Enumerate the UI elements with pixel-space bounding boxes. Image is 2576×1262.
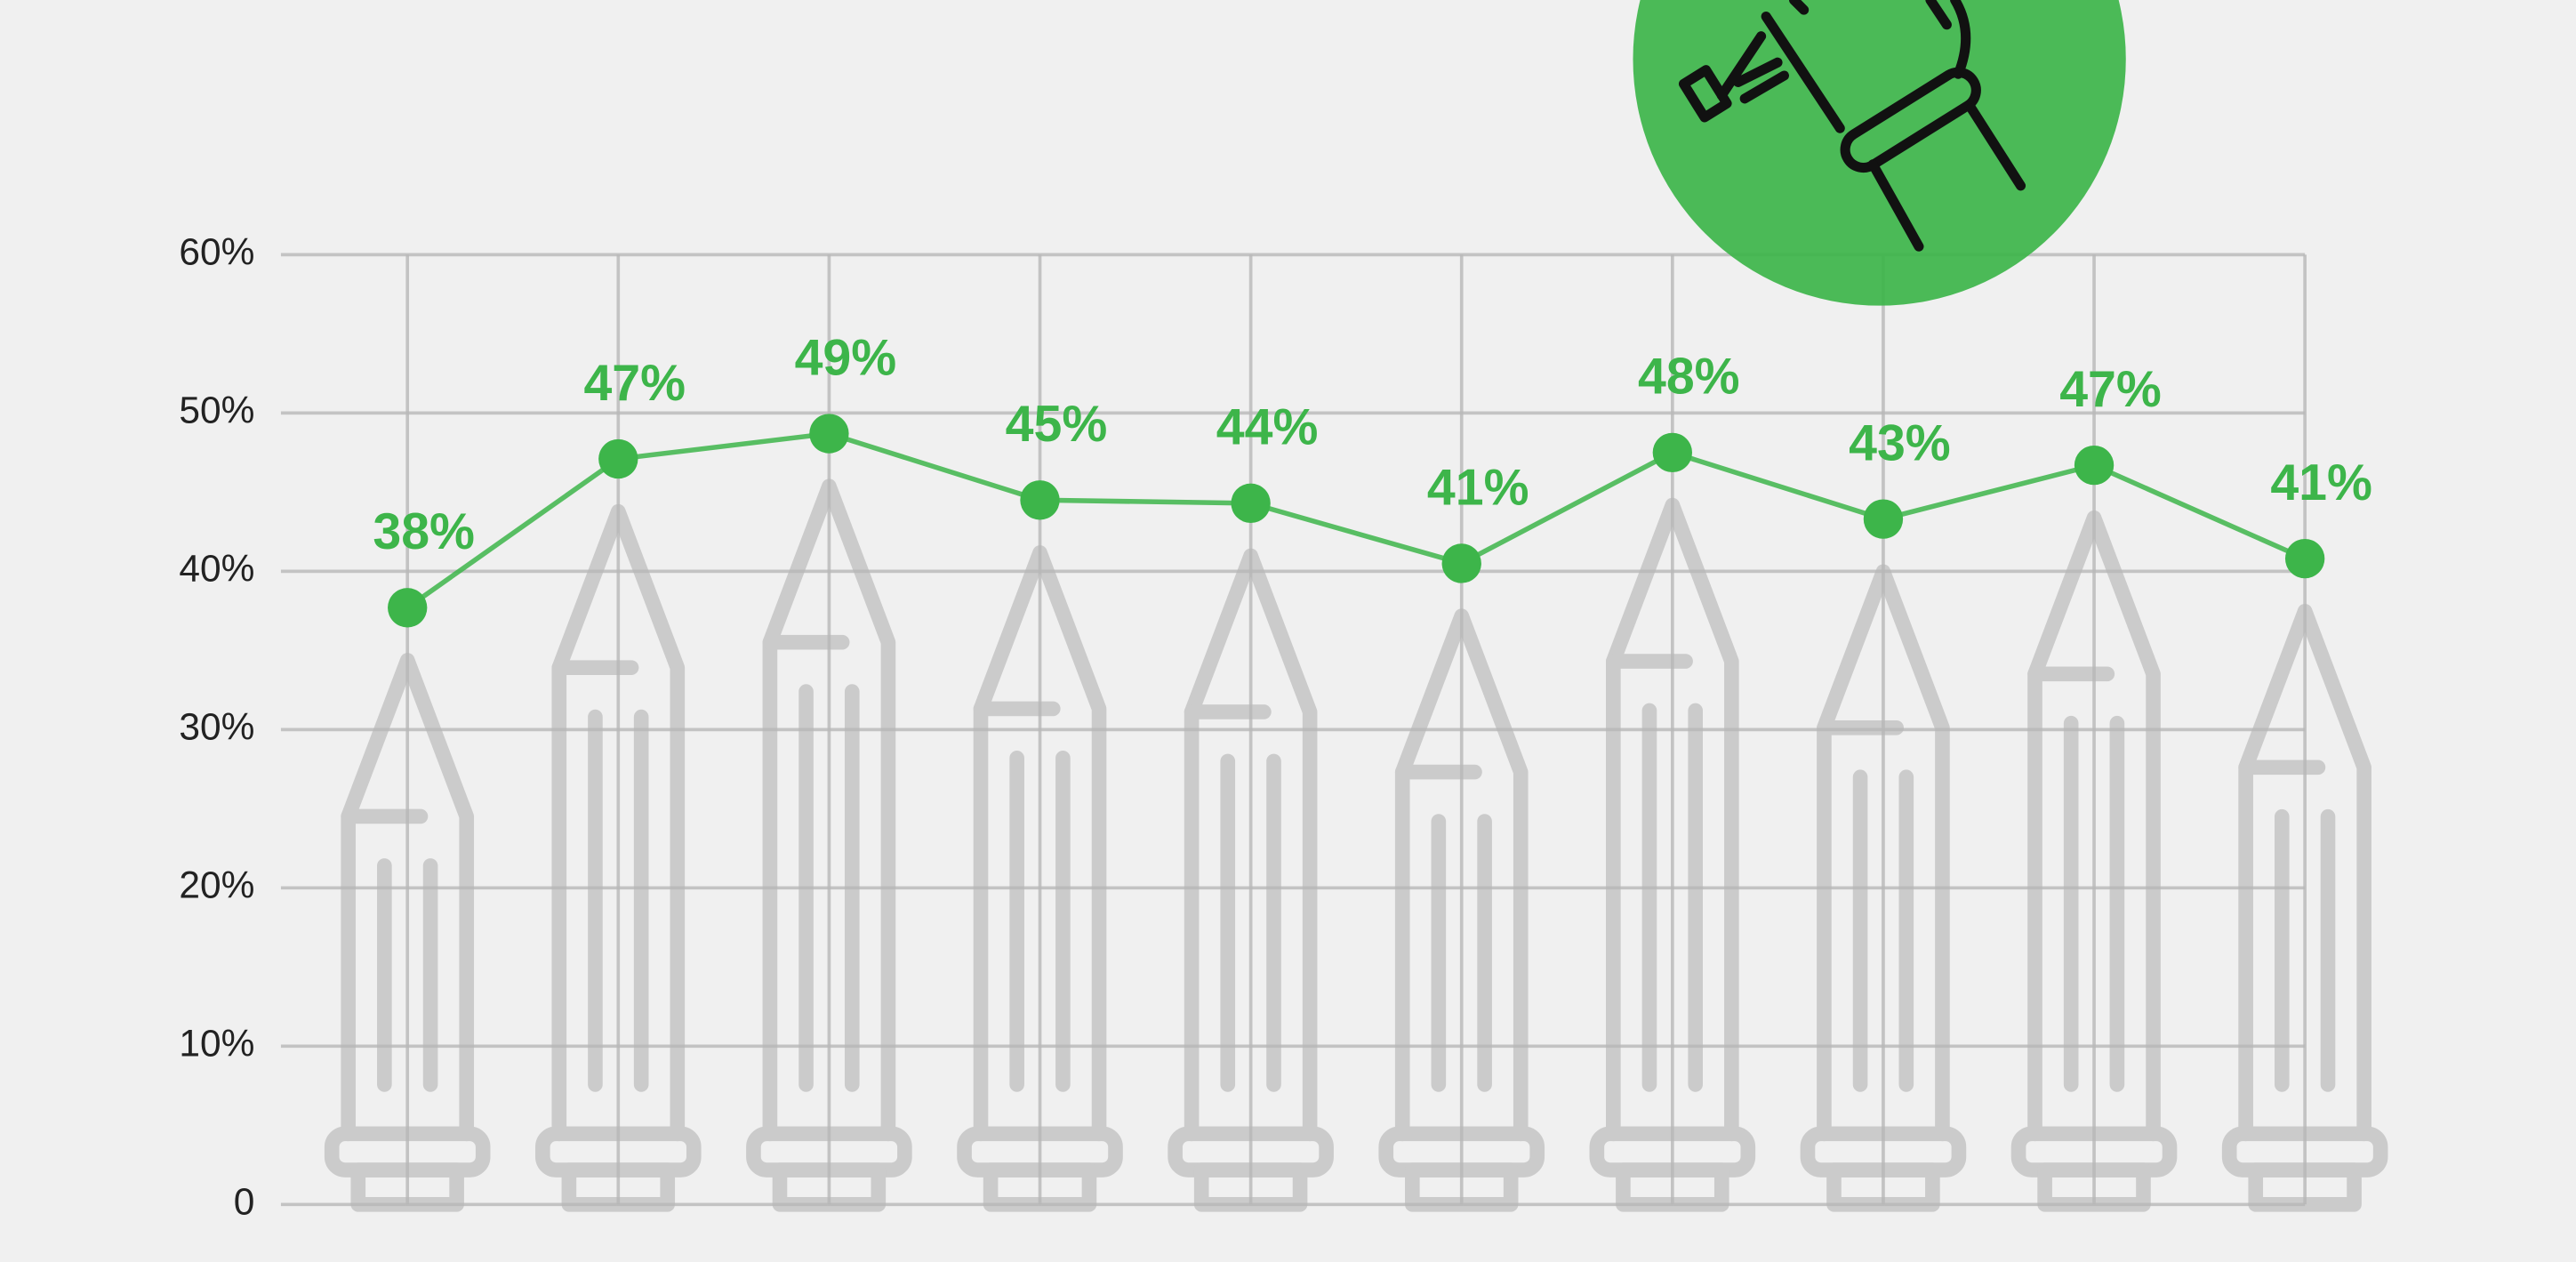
- data-point: [2074, 446, 2114, 485]
- y-tick-label: 10%: [179, 1024, 254, 1065]
- data-point: [1864, 499, 1903, 538]
- data-point: [1020, 480, 1059, 519]
- data-point: [2285, 539, 2324, 578]
- data-label: 48%: [1638, 349, 1740, 406]
- data-point: [809, 414, 848, 453]
- data-label: 45%: [1006, 396, 1108, 453]
- data-point: [1442, 543, 1481, 583]
- data-label: 47%: [2059, 361, 2162, 418]
- data-label: 44%: [1216, 399, 1319, 456]
- data-label: 43%: [1849, 414, 1951, 471]
- data-label: 47%: [583, 355, 686, 412]
- y-tick-label: 20%: [179, 865, 254, 907]
- data-label: 38%: [373, 503, 475, 560]
- page: {"chart_data": {"type": "line", "categor…: [0, 0, 2576, 1262]
- y-tick-label: 50%: [179, 390, 254, 432]
- y-tick-label: 30%: [179, 707, 254, 749]
- y-tick-label: 40%: [179, 549, 254, 591]
- data-point: [388, 588, 427, 627]
- data-point: [1231, 484, 1270, 523]
- data-point: [598, 439, 638, 478]
- data-label: 41%: [1427, 459, 1529, 516]
- y-tick-label: 0: [234, 1182, 255, 1224]
- data-label: 41%: [2270, 454, 2372, 511]
- chart: 0 10% 20% 30% 40% 50% 60% 38% 47% 49% 45% 44% 41% 48%…: [0, 0, 2576, 1262]
- data-point: [1653, 433, 1692, 472]
- y-tick-label: 60%: [179, 232, 254, 274]
- data-label: 49%: [795, 329, 897, 386]
